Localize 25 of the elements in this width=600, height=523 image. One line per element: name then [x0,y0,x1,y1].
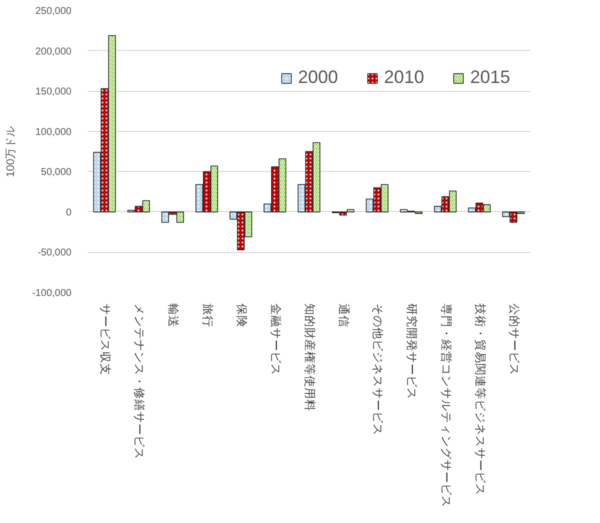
y-tick-label: 50,000 [40,167,72,178]
x-tick-label: その他ビジネスサービス [371,304,384,436]
legend-label: 2000 [298,67,338,88]
x-tick-label: 保険 [234,304,248,328]
y-axis-title: 100万ドル [5,126,18,178]
y-tick-label: 200,000 [35,46,72,58]
x-tick-label: 金融サービス [268,304,282,376]
y-tick-label: 150,000 [35,86,72,98]
legend-label: 2010 [384,67,424,88]
x-tick-label: 通信 [337,304,350,328]
legend-label: 2015 [470,67,510,88]
x-tick-label: 技術・貿易関連等ビジネスサービス [473,302,486,496]
x-tick-label: 旅行 [200,304,214,328]
x-tick-label: 知的財産権等使用料 [303,304,317,412]
y-tick-label: 100,000 [35,126,72,138]
y-tick-label: 0 [66,207,72,218]
x-tick-label: メンテナンス・修繕サービス [132,304,146,460]
x-tick-label: 専門・経営コンサルティングサービス [439,304,452,508]
x-tick-label: サービス収支 [98,304,112,376]
x-tick-label: 研究開発サービス [405,304,420,400]
y-tick-label: 250,000 [35,6,72,17]
y-tick-label: -50,000 [38,248,72,259]
x-tick-label: 公的サービス [507,304,520,376]
y-tick-label: -100,000 [32,288,72,299]
x-tick-label: 輸送 [166,304,180,328]
